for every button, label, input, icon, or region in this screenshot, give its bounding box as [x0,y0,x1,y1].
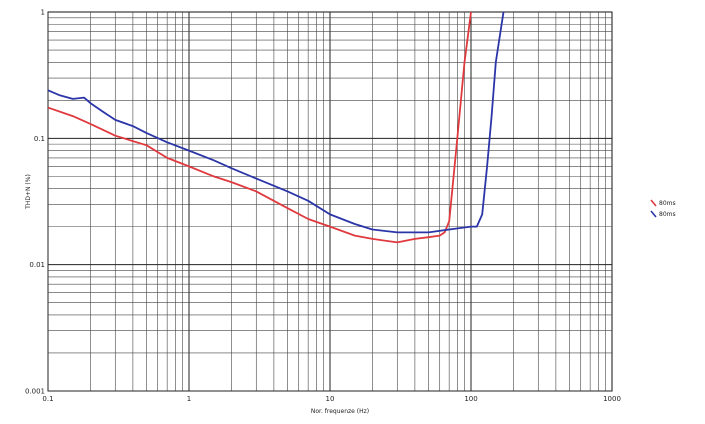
x-tick-label: 1000 [603,395,621,403]
x-tick-label: 10 [326,395,335,403]
y-axis-label: THD+N (%) [25,174,32,210]
x-tick-label: 1 [187,395,191,403]
y-tick-labels: 0.001 0.01 0.1 1 [25,9,45,396]
legend-entry: 80ms [659,200,676,207]
legend: 80ms 80ms [650,199,676,218]
x-tick-labels: 0.1 1 10 100 1000 [42,395,620,403]
y-tick-label: 0.001 [25,388,45,396]
series-line-2 [48,12,505,234]
y-tick-label: 0.1 [34,135,45,143]
x-axis-label: Nor. frequenze (Hz) [311,408,369,415]
grid [47,12,612,392]
x-tick-label: 100 [464,395,477,403]
x-tick-label: 0.1 [42,395,53,403]
y-tick-label: 0.01 [29,261,45,269]
legend-swatch [650,199,657,207]
legend-swatch [650,210,657,218]
series-layer [48,12,505,244]
legend-entry: 80ms [659,211,676,218]
y-tick-label: 1 [41,9,45,17]
